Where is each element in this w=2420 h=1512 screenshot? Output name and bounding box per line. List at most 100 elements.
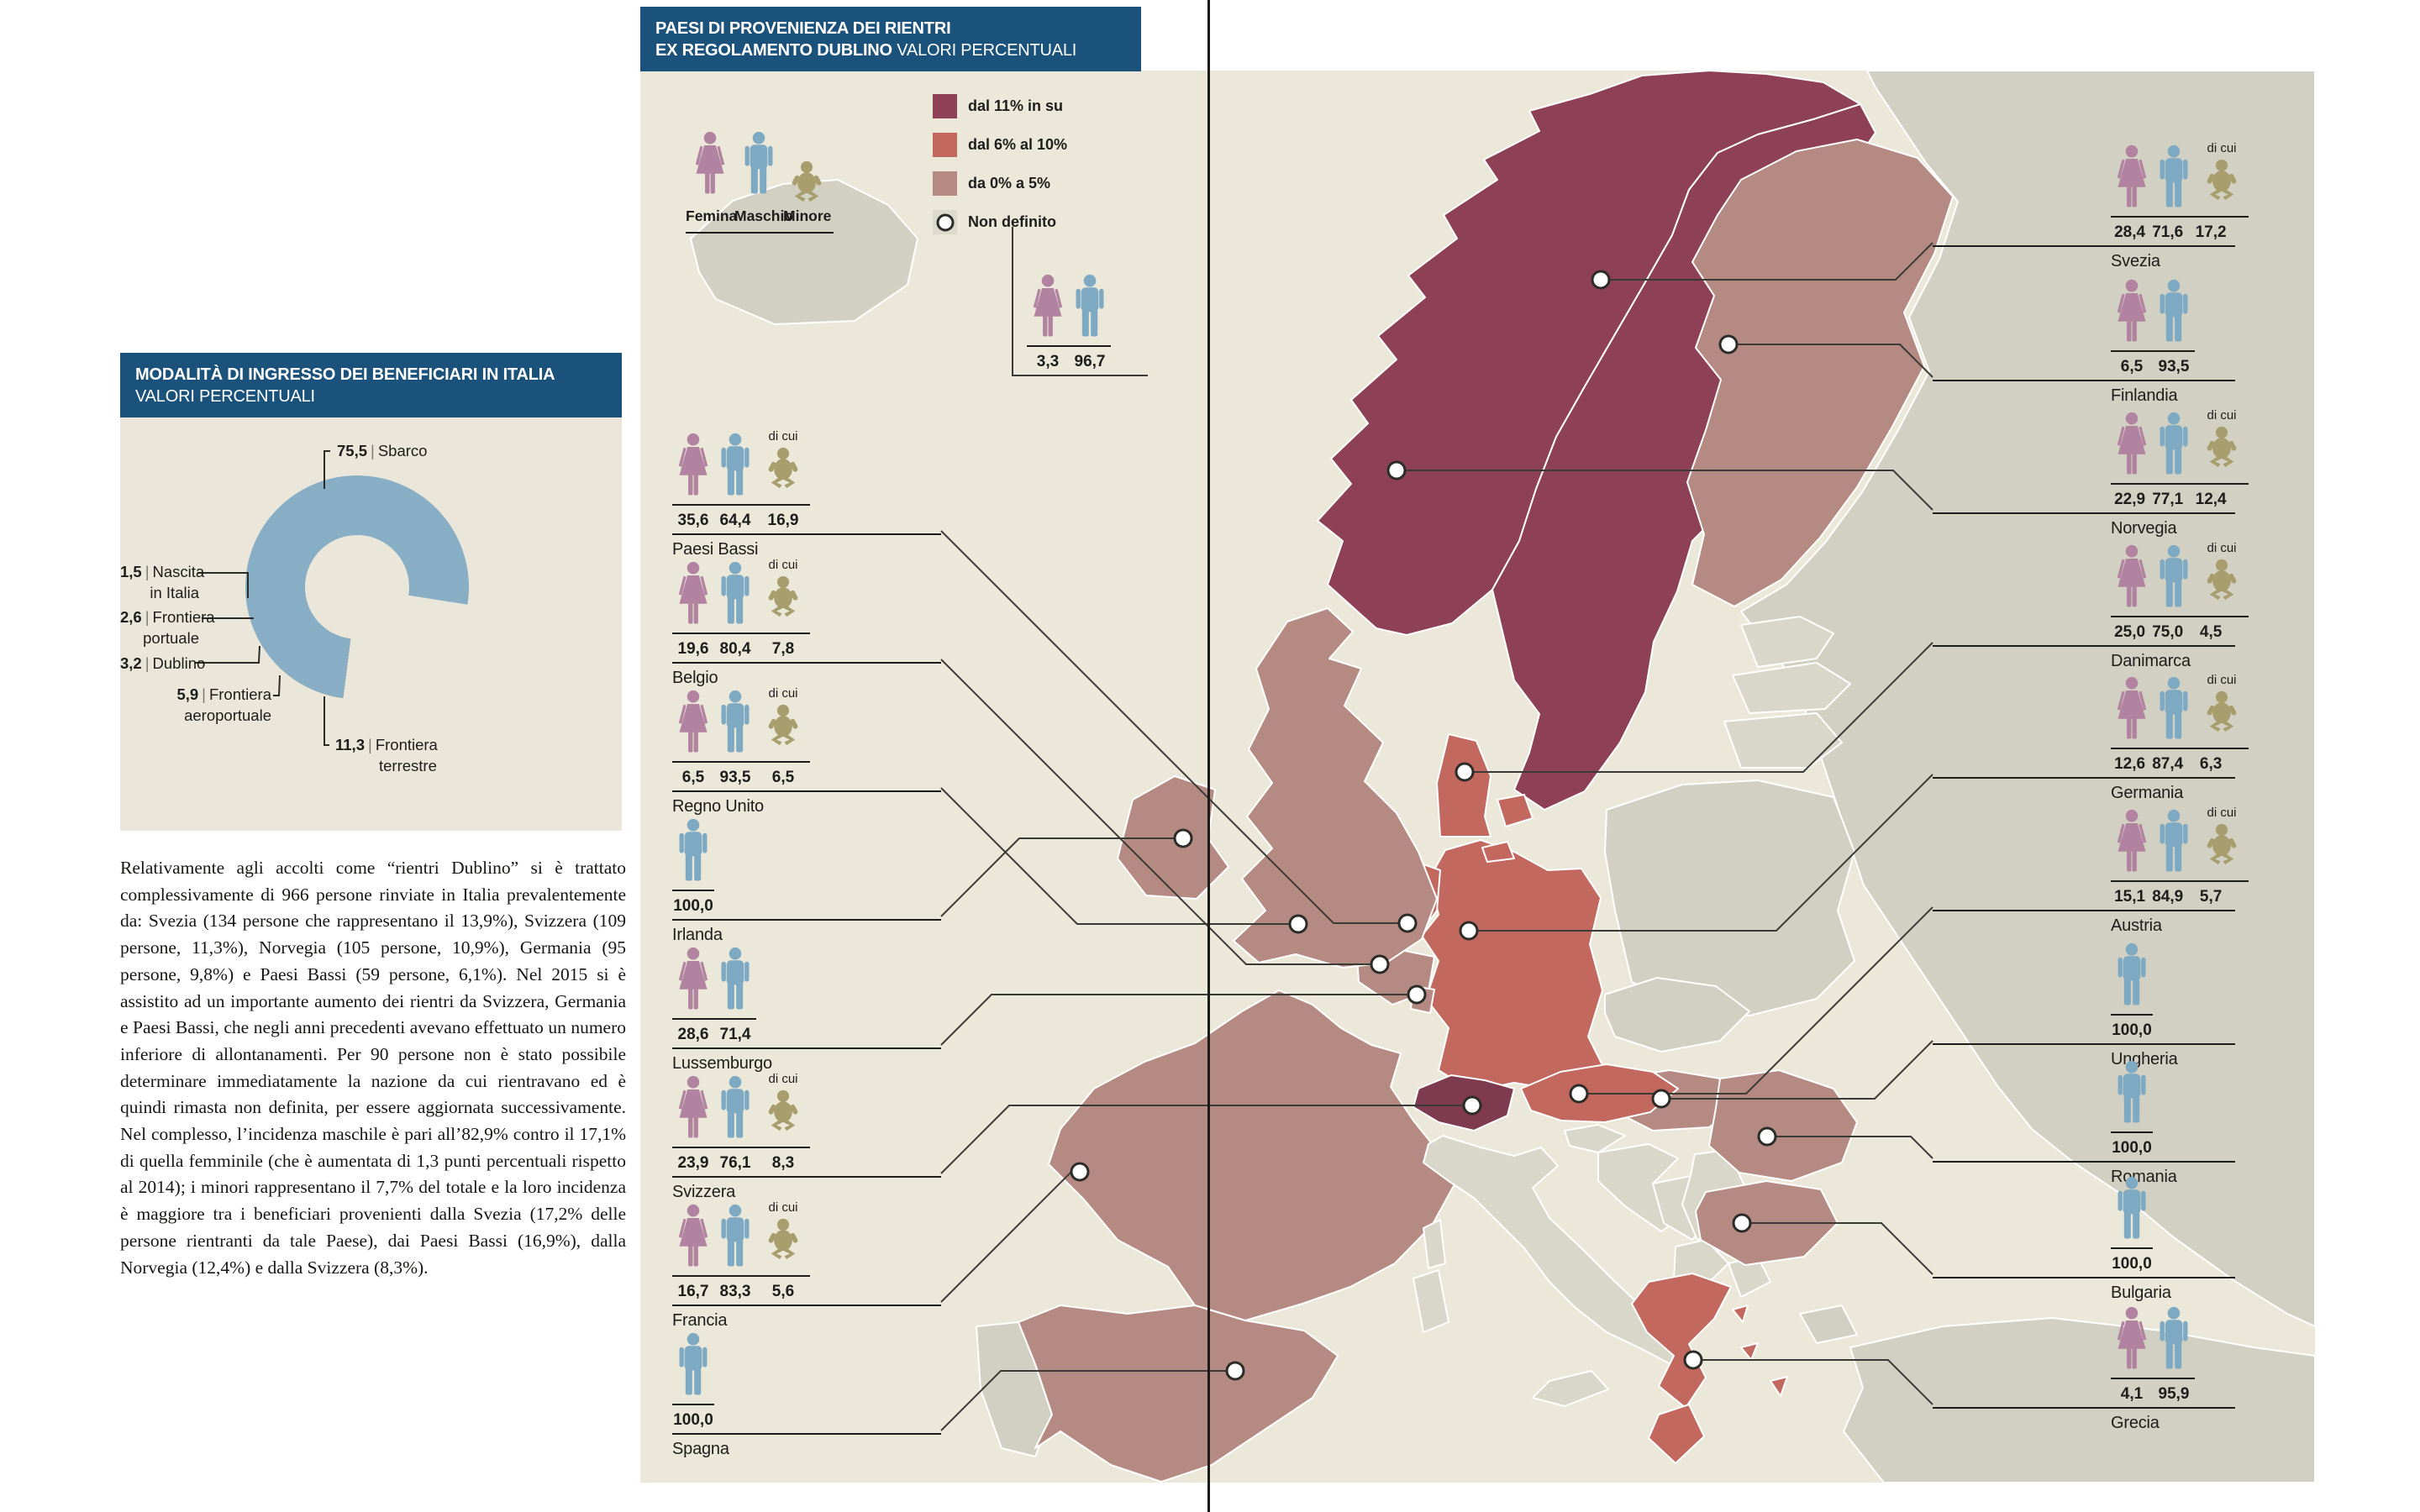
country-slovenia bbox=[1564, 1124, 1626, 1153]
di-cui-label: di cui bbox=[768, 429, 798, 444]
page-fold-divider bbox=[1207, 0, 1210, 1512]
country-turkey-thrace bbox=[1799, 1305, 1858, 1344]
map-leader-germania bbox=[1469, 774, 1933, 932]
minor-column: di cui bbox=[2195, 801, 2249, 880]
greek-island bbox=[1770, 1376, 1788, 1397]
leader-rule bbox=[672, 1176, 941, 1178]
male-value: 75,0 bbox=[2152, 623, 2184, 641]
minor-column: di cui bbox=[756, 681, 810, 761]
donut-label-nascita-in-italia: 1,5 | Nascita in Italia bbox=[120, 563, 205, 601]
country-name: Irlanda bbox=[672, 926, 723, 944]
minor-column: di cui bbox=[756, 1067, 810, 1147]
gender-legend-label-male: Maschio bbox=[734, 207, 794, 224]
di-cui-label: di cui bbox=[768, 558, 798, 572]
map-dot-grecia bbox=[1683, 1350, 1703, 1370]
map-dot-belgio bbox=[1370, 954, 1390, 974]
legend-swatch bbox=[933, 171, 957, 196]
female-value: 16,7 bbox=[677, 1283, 709, 1300]
female-icon bbox=[672, 940, 714, 1018]
country-name: Danimarca bbox=[2111, 652, 2191, 670]
country-stat-group-spagna: 100,0 Spagna bbox=[672, 1324, 941, 1459]
map-leader-bulgaria bbox=[1742, 1222, 1933, 1275]
donut-panel-title: MODALITÀ DI INGRESSO DEI BENEFICIARI IN … bbox=[135, 365, 555, 384]
country-name: Lussemburgo bbox=[672, 1054, 772, 1073]
male-icon bbox=[2153, 669, 2195, 748]
map-leader-austria bbox=[1579, 906, 1933, 1095]
male-icon bbox=[2111, 1053, 2153, 1131]
male-icon bbox=[714, 1197, 756, 1275]
minor-column: di cui bbox=[2195, 403, 2249, 483]
map-dot-romania bbox=[1757, 1126, 1777, 1147]
legend-swatch bbox=[933, 94, 957, 118]
male-value: 71,6 bbox=[2152, 223, 2184, 241]
europe-map-panel bbox=[640, 71, 2315, 1483]
country-stat-group-lussemburgo: 28,6 71,4 Lussemburgo bbox=[672, 938, 941, 1074]
country-spain bbox=[1018, 1305, 1339, 1483]
country-name: Norvegia bbox=[2111, 519, 2177, 538]
map-dot-svezia bbox=[1591, 270, 1611, 290]
male-icon bbox=[2153, 1299, 2195, 1378]
di-cui-label: di cui bbox=[2207, 541, 2237, 555]
female-icon bbox=[2111, 405, 2153, 483]
gender-legend-label-female: Femina bbox=[686, 207, 738, 224]
minor-column: di cui bbox=[756, 553, 810, 633]
range-color-legend: dal 11% in su dal 6% al 10% da 0% a 5% Non … bbox=[933, 94, 1067, 249]
di-cui-label: di cui bbox=[2207, 806, 2237, 820]
male-icon bbox=[2153, 138, 2195, 216]
male-value: 100,0 bbox=[673, 1411, 713, 1429]
di-cui-label: di cui bbox=[2207, 673, 2237, 687]
donut-label-dublino: 3,2 | Dublino bbox=[120, 654, 206, 672]
male-icon bbox=[672, 811, 714, 890]
map-dot-finlandia bbox=[1718, 334, 1739, 354]
country-name: Austria bbox=[2111, 916, 2162, 935]
non-definito-female-value: 3,3 bbox=[1036, 353, 1060, 370]
country-stat-group-romania: 100,0 Romania bbox=[1933, 1052, 2235, 1187]
map-leader-ungheria bbox=[1661, 1040, 1933, 1100]
female-icon bbox=[2111, 802, 2153, 880]
country-stat-group-regno-unito: di cui 6,5 93,5 6,5 Regno Unito bbox=[672, 681, 941, 816]
country-stat-group-danimarca: di cui 25,0 75,0 4,5 Danimarca bbox=[1933, 536, 2249, 671]
map-panel-title-line1: PAESI DI PROVENIENZA DEI RIENTRI bbox=[655, 19, 951, 38]
map-dot-svizzera bbox=[1462, 1095, 1482, 1116]
greek-island bbox=[1740, 1342, 1759, 1361]
male-icon bbox=[2111, 1169, 2153, 1247]
female-icon bbox=[686, 124, 734, 202]
country-stat-group-ungheria: 100,0 Ungheria bbox=[1933, 934, 2235, 1069]
country-stat-group-finlandia: 6,5 93,5 Finlandia bbox=[1933, 270, 2235, 406]
male-icon bbox=[714, 554, 756, 633]
map-leader-finlandia bbox=[1728, 344, 1933, 378]
female-icon bbox=[672, 426, 714, 504]
female-icon bbox=[2111, 138, 2153, 216]
gender-legend-label-minor: Minore bbox=[783, 207, 832, 224]
non-definito-bracket bbox=[1012, 227, 1148, 376]
male-value: 80,4 bbox=[719, 640, 751, 658]
leader-rule bbox=[1933, 1161, 2235, 1163]
minor-value: 16,9 bbox=[767, 512, 799, 529]
map-leader-irlanda bbox=[940, 837, 1183, 917]
country-name: Bulgaria bbox=[2111, 1284, 2171, 1302]
country-latvia bbox=[1732, 662, 1851, 714]
female-icon bbox=[2111, 669, 2153, 748]
map-dot-austria bbox=[1569, 1084, 1589, 1104]
minor-value: 4,5 bbox=[2199, 623, 2223, 641]
leader-dublino bbox=[195, 645, 260, 664]
country-name: Svizzera bbox=[672, 1183, 736, 1201]
map-dot-danimarca bbox=[1455, 762, 1475, 782]
leader-rule bbox=[1933, 380, 2235, 381]
female-value: 6,5 bbox=[2120, 358, 2144, 375]
country-denmark-islands-2 bbox=[1481, 841, 1515, 863]
donut-label-frontiera-portuale: 2,6 | Frontiera portuale bbox=[120, 608, 215, 647]
leader-rule bbox=[1933, 512, 2235, 514]
map-leader-belgio bbox=[940, 659, 1380, 965]
leader-aeroportuale bbox=[273, 675, 281, 696]
country-name: Regno Unito bbox=[672, 797, 764, 816]
country-name: Spagna bbox=[672, 1440, 729, 1458]
donut-panel-header: MODALITÀ DI INGRESSO DEI BENEFICIARI IN … bbox=[120, 353, 622, 417]
non-definito-male-value: 96,7 bbox=[1074, 353, 1106, 370]
legend-swatch bbox=[933, 210, 957, 234]
legend-swatch bbox=[933, 133, 957, 157]
country-stat-group-grecia: 4,1 95,9 Grecia bbox=[1933, 1298, 2235, 1433]
male-icon bbox=[714, 1068, 756, 1147]
map-dot-paesi-bassi bbox=[1397, 913, 1418, 933]
map-leader-paesi-bassi bbox=[940, 530, 1407, 924]
